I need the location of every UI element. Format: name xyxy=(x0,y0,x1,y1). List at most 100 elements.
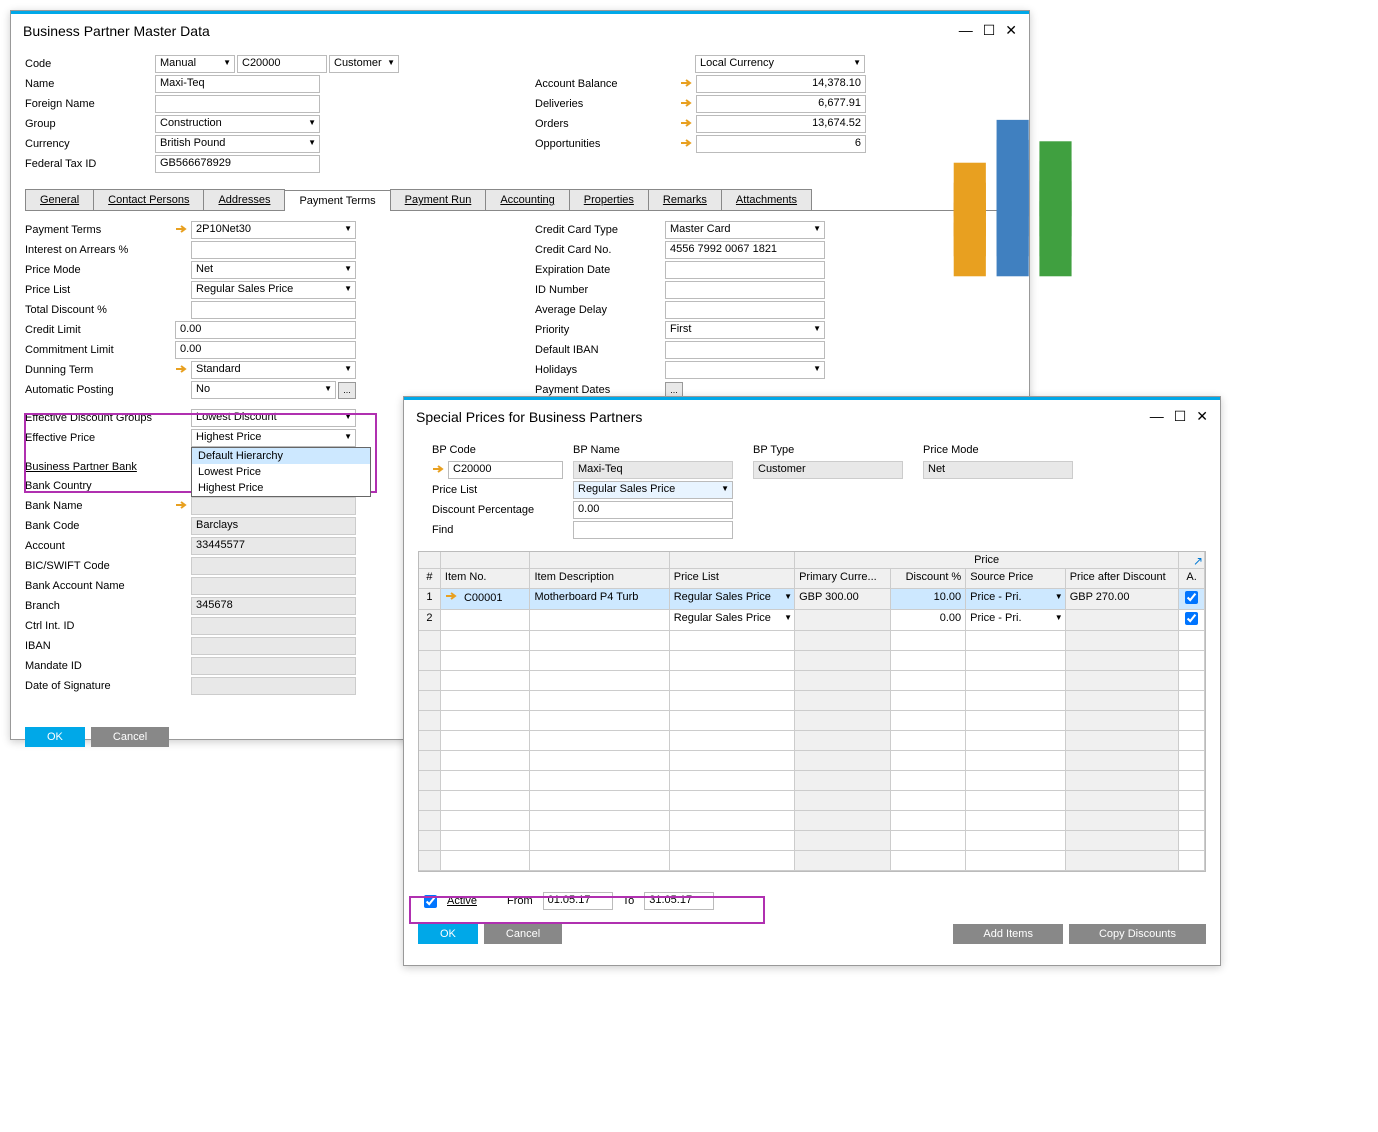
table-row[interactable] xyxy=(419,791,1205,811)
price-list-select[interactable]: Regular Sales Price xyxy=(191,281,356,299)
bp-type-select[interactable]: Customer xyxy=(329,55,399,73)
to-input[interactable]: 31.05.17 xyxy=(644,892,714,910)
tab-attachments[interactable]: Attachments xyxy=(721,189,812,210)
total-disc-input[interactable] xyxy=(191,301,356,319)
minimize-icon[interactable]: — xyxy=(959,22,973,39)
foreign-name-input[interactable] xyxy=(155,95,320,113)
drill-icon[interactable] xyxy=(432,464,446,476)
col-item[interactable]: Item No. xyxy=(441,569,531,589)
deliveries-value[interactable]: 6,677.91 xyxy=(696,95,866,113)
currency-select[interactable]: British Pound xyxy=(155,135,320,153)
drill-icon[interactable] xyxy=(680,98,694,110)
name-input[interactable]: Maxi-Teq xyxy=(155,75,320,93)
cancel-button[interactable]: Cancel xyxy=(484,924,562,944)
priority-select[interactable]: First xyxy=(665,321,825,339)
credit-limit-input[interactable]: 0.00 xyxy=(175,321,356,339)
drill-icon[interactable] xyxy=(680,138,694,150)
copy-discounts-button[interactable]: Copy Discounts xyxy=(1069,924,1206,944)
col-disc[interactable]: Discount % xyxy=(891,569,967,589)
cc-no-input[interactable]: 4556 7992 0067 1821 xyxy=(665,241,825,259)
tab-addresses[interactable]: Addresses xyxy=(203,189,285,210)
eff-price-select[interactable]: Highest Price xyxy=(191,429,356,447)
local-currency-select[interactable]: Local Currency xyxy=(695,55,865,73)
add-items-button[interactable]: Add Items xyxy=(953,924,1063,944)
tab-general[interactable]: General xyxy=(25,189,94,210)
id-no-input[interactable] xyxy=(665,281,825,299)
tab-payment-terms[interactable]: Payment Terms xyxy=(284,190,390,211)
minimize-icon[interactable]: — xyxy=(1150,408,1164,425)
maximize-icon[interactable]: ☐ xyxy=(983,22,996,39)
col-aft[interactable]: Price after Discount xyxy=(1066,569,1179,589)
table-row[interactable] xyxy=(419,751,1205,771)
desc-cell[interactable] xyxy=(530,610,669,631)
auto-post-select[interactable]: No xyxy=(191,381,336,399)
pl-cell[interactable]: Regular Sales Price xyxy=(670,589,795,610)
def-iban-input[interactable] xyxy=(665,341,825,359)
find-input[interactable] xyxy=(573,521,733,539)
a-cell[interactable] xyxy=(1179,610,1205,631)
arrears-input[interactable] xyxy=(191,241,356,259)
col-pl[interactable]: Price List xyxy=(670,569,795,589)
table-row[interactable] xyxy=(419,831,1205,851)
col-num[interactable]: # xyxy=(419,569,441,589)
eff-groups-select[interactable]: Lowest Discount xyxy=(191,409,356,427)
col-cur[interactable]: Primary Curre... xyxy=(795,569,891,589)
tab-remarks[interactable]: Remarks xyxy=(648,189,722,210)
table-row[interactable] xyxy=(419,691,1205,711)
aft-cell[interactable] xyxy=(1066,610,1179,631)
eff-price-dropdown[interactable]: Default Hierarchy Lowest Price Highest P… xyxy=(191,447,371,497)
code-mode-select[interactable]: Manual xyxy=(155,55,235,73)
active-checkbox[interactable] xyxy=(424,895,437,908)
col-src[interactable]: Source Price xyxy=(966,569,1065,589)
drill-icon[interactable] xyxy=(680,78,694,90)
commitment-input[interactable]: 0.00 xyxy=(175,341,356,359)
dunning-select[interactable]: Standard xyxy=(191,361,356,379)
bp-code-input[interactable]: C20000 xyxy=(448,461,563,479)
src-cell[interactable]: Price - Pri. xyxy=(966,589,1066,610)
table-row[interactable] xyxy=(419,771,1205,791)
table-row[interactable] xyxy=(419,811,1205,831)
src-cell[interactable]: Price - Pri. xyxy=(966,610,1066,631)
payment-terms-select[interactable]: 2P10Net30 xyxy=(191,221,356,239)
exp-input[interactable] xyxy=(665,261,825,279)
ellipsis-button[interactable]: ... xyxy=(338,382,356,399)
aft-cell[interactable]: GBP 270.00 xyxy=(1066,589,1179,610)
code-input[interactable]: C20000 xyxy=(237,55,327,73)
chart-icon[interactable] xyxy=(868,97,882,111)
ok-button[interactable]: OK xyxy=(418,924,478,944)
holidays-select[interactable] xyxy=(665,361,825,379)
drill-icon[interactable] xyxy=(175,224,189,236)
tax-id-input[interactable]: GB566678929 xyxy=(155,155,320,173)
tab-properties[interactable]: Properties xyxy=(569,189,649,210)
dropdown-item[interactable]: Highest Price xyxy=(192,480,370,496)
price-list-select[interactable]: Regular Sales Price xyxy=(573,481,733,499)
close-icon[interactable]: ✕ xyxy=(1005,22,1017,39)
maximize-icon[interactable]: ☐ xyxy=(1174,408,1187,425)
table-row[interactable] xyxy=(419,631,1205,651)
dropdown-item[interactable]: Lowest Price xyxy=(192,464,370,480)
drill-icon[interactable] xyxy=(175,364,189,376)
tab-payment-run[interactable]: Payment Run xyxy=(390,189,487,210)
table-row[interactable] xyxy=(419,651,1205,671)
tab-contact-persons[interactable]: Contact Persons xyxy=(93,189,204,210)
table-row[interactable]: 1 C00001Motherboard P4 TurbRegular Sales… xyxy=(419,589,1205,610)
tab-accounting[interactable]: Accounting xyxy=(485,189,569,210)
table-row[interactable] xyxy=(419,731,1205,751)
chart-icon[interactable] xyxy=(868,137,882,151)
table-row[interactable]: 2Regular Sales Price0.00Price - Pri. xyxy=(419,610,1205,631)
close-icon[interactable]: ✕ xyxy=(1196,408,1208,425)
item-cell[interactable]: C00001 xyxy=(441,589,531,610)
chart-icon[interactable] xyxy=(868,77,882,91)
from-input[interactable]: 01.05.17 xyxy=(543,892,613,910)
price-grid[interactable]: ↗ Price # Item No. Item Description Pric… xyxy=(418,551,1206,872)
item-cell[interactable] xyxy=(441,610,531,631)
disc-cell[interactable]: 10.00 xyxy=(891,589,967,610)
table-row[interactable] xyxy=(419,711,1205,731)
avg-delay-input[interactable] xyxy=(665,301,825,319)
orders-value[interactable]: 13,674.52 xyxy=(696,115,866,133)
col-desc[interactable]: Item Description xyxy=(530,569,669,589)
cur-cell[interactable] xyxy=(795,610,891,631)
pl-cell[interactable]: Regular Sales Price xyxy=(670,610,795,631)
col-a[interactable]: A. xyxy=(1179,569,1205,589)
cur-cell[interactable]: GBP 300.00 xyxy=(795,589,891,610)
